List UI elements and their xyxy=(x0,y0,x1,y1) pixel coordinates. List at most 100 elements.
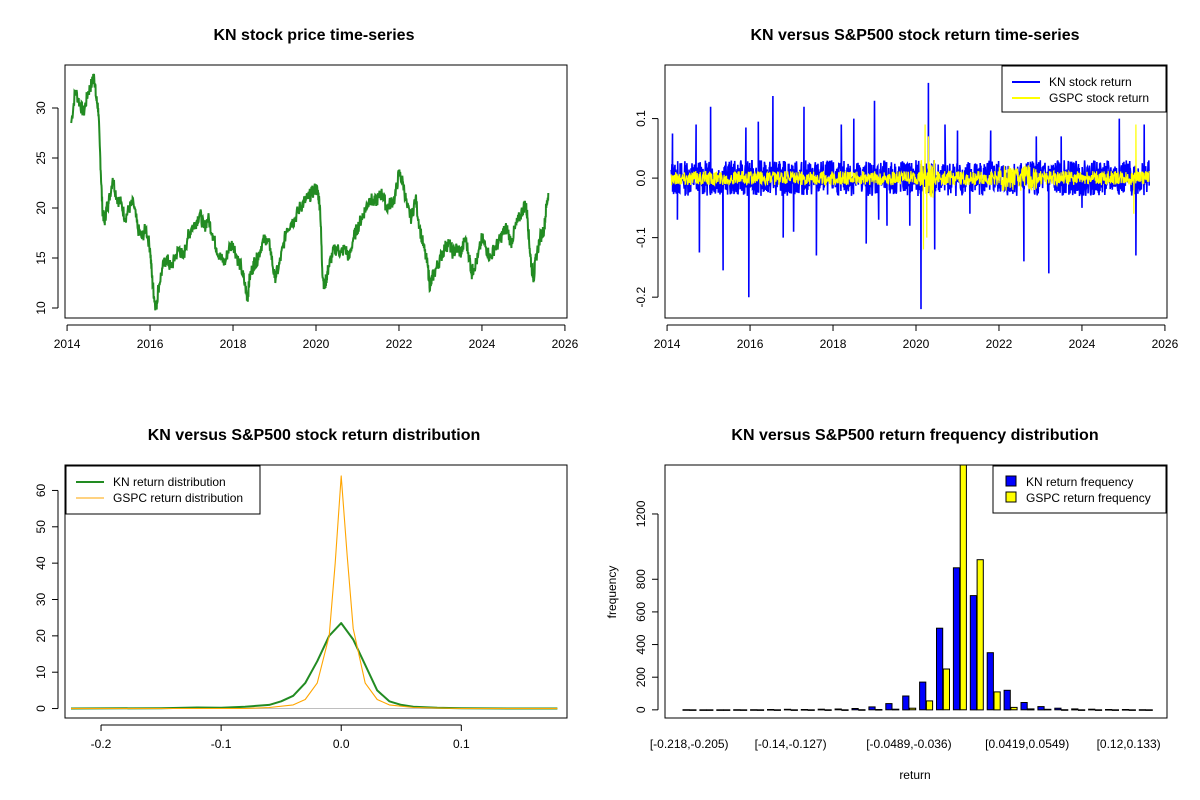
frequency-bar-gspc xyxy=(942,668,950,711)
frequency-bar-kn xyxy=(1037,706,1045,711)
frequency-bars xyxy=(682,464,1153,711)
returns-series-kn-line xyxy=(670,82,1150,310)
frequency-legend-swatch-kn xyxy=(1005,475,1017,487)
frequency-bar-kn xyxy=(1138,709,1147,711)
frequency-bar-gspc xyxy=(706,709,714,711)
returns-chart-title: KN versus S&P500 stock return time-serie… xyxy=(750,27,1079,44)
frequency-bar-kn xyxy=(902,695,910,711)
returns-y-tick-label: -0.1 xyxy=(634,227,648,248)
density-y-tick-label: 10 xyxy=(34,665,48,679)
density-plot-frame xyxy=(64,464,568,719)
frequency-bar-gspc xyxy=(1078,709,1086,711)
returns-y-tick-label: 0.1 xyxy=(634,110,648,127)
price-axes: 2014 2016 2018 2020 2022 2024 2026 10 15 20 25 30 xyxy=(34,101,579,351)
frequency-y-tick-label: 200 xyxy=(634,667,648,687)
frequency-legend-label-gspc: GSPC return frequency xyxy=(1026,491,1151,505)
density-x-tick-label: 0.1 xyxy=(453,737,470,751)
frequency-bar-gspc xyxy=(689,709,697,711)
price-series-line xyxy=(70,73,550,311)
returns-x-tick-label: 2018 xyxy=(820,337,847,351)
frequency-bar-kn xyxy=(750,709,758,711)
frequency-bar-kn xyxy=(800,709,808,711)
frequency-bar-kn xyxy=(969,595,977,711)
density-x-tick-label: -0.1 xyxy=(211,737,232,751)
frequency-bar-kn xyxy=(1121,709,1130,711)
returns-legend: KN stock return GSPC stock return xyxy=(1001,65,1167,113)
frequency-bar-gspc xyxy=(807,709,815,711)
frequency-y-tick-label: 1200 xyxy=(634,500,648,527)
frequency-bar-kn xyxy=(919,681,927,711)
density-legend-label-kn: KN return distribution xyxy=(113,475,226,489)
price-y-tick-label: 25 xyxy=(34,151,48,165)
returns-x-tick-label: 2020 xyxy=(903,337,930,351)
returns-x-tick-label: 2014 xyxy=(654,337,681,351)
price-y-tick-label: 15 xyxy=(34,251,48,265)
frequency-bar-kn xyxy=(1071,708,1079,711)
density-series-kn-line xyxy=(70,622,558,710)
density-legend-box xyxy=(65,465,261,515)
price-y-tick-label: 10 xyxy=(34,301,48,315)
price-x-tick-label: 2024 xyxy=(469,337,496,351)
returns-x-tick-label: 2024 xyxy=(1069,337,1096,351)
price-y-tick-label: 30 xyxy=(34,101,48,115)
frequency-x-tick-label: [-0.14,-0.127) xyxy=(755,737,827,751)
frequency-y-tick-label: 400 xyxy=(634,634,648,654)
frequency-x-tick-label: [-0.0489,-0.036) xyxy=(866,737,951,751)
price-chart-title: KN stock price time-series xyxy=(214,27,415,44)
frequency-bar-gspc xyxy=(976,559,984,711)
frequency-bar-kn xyxy=(699,709,707,711)
frequency-chart-title: KN versus S&P500 return frequency distri… xyxy=(731,427,1098,444)
frequency-bar-kn xyxy=(936,627,944,711)
frequency-legend-label-kn: KN return frequency xyxy=(1026,475,1133,489)
density-x-tick-label: 0.0 xyxy=(333,737,350,751)
frequency-chart-panel: KN versus S&P500 return frequency distri… xyxy=(605,427,1168,782)
frequency-axes: 0 200 400 600 800 1200 [-0.218,-0.205) [-0.14,-… xyxy=(634,500,1161,751)
frequency-x-tick-label: [0.0419,0.0549) xyxy=(985,737,1069,751)
frequency-bar-kn xyxy=(1088,708,1096,711)
returns-lines xyxy=(670,82,1150,310)
price-x-tick-label: 2014 xyxy=(54,337,81,351)
frequency-bar-kn xyxy=(783,708,792,711)
frequency-bar-gspc xyxy=(1111,709,1120,711)
price-x-tick-label: 2020 xyxy=(303,337,330,351)
returns-axes: 2014 2016 2018 2020 2022 2024 2026 -0.2 -0.1 0.0 0… xyxy=(634,110,1179,351)
frequency-bar-kn xyxy=(868,706,876,711)
price-chart-panel: KN stock price time-series 2014 2016 2018 2… xyxy=(34,27,579,351)
price-lines xyxy=(70,73,550,311)
frequency-bar-gspc xyxy=(824,709,832,711)
frequency-bar-gspc xyxy=(858,709,866,711)
frequency-legend: KN return frequency GSPC return frequenc… xyxy=(992,465,1167,514)
density-y-tick-label: 30 xyxy=(34,593,48,607)
frequency-bar-kn xyxy=(952,567,961,711)
price-x-tick-label: 2018 xyxy=(220,337,247,351)
frequency-bar-gspc xyxy=(773,709,781,711)
frequency-bar-gspc xyxy=(841,709,849,711)
frequency-bar-gspc xyxy=(723,709,731,711)
frequency-bar-gspc xyxy=(1128,709,1136,711)
returns-legend-label-gspc: GSPC stock return xyxy=(1049,91,1149,105)
frequency-y-tick-label: 600 xyxy=(634,602,648,622)
density-series-gspc-line xyxy=(71,475,558,710)
returns-legend-box xyxy=(1001,65,1167,113)
returns-x-tick-label: 2026 xyxy=(1152,337,1179,351)
density-legend: KN return distribution GSPC return distr… xyxy=(65,465,261,515)
frequency-y-axis-label: frequency xyxy=(605,566,619,619)
frequency-y-tick-label: 0 xyxy=(634,706,648,713)
frequency-legend-box xyxy=(992,465,1167,514)
frequency-bar-gspc xyxy=(1094,709,1103,711)
frequency-bar-gspc xyxy=(925,700,934,711)
density-y-tick-label: 0 xyxy=(34,705,48,712)
frequency-bar-gspc xyxy=(790,709,798,711)
frequency-bar-kn xyxy=(1105,709,1113,711)
frequency-bar-gspc xyxy=(1027,708,1035,711)
frequency-bar-gspc xyxy=(892,708,900,711)
frequency-bar-kn xyxy=(716,709,724,711)
frequency-bar-kn xyxy=(767,709,775,711)
frequency-bar-kn xyxy=(1020,702,1028,711)
frequency-bar-kn xyxy=(834,708,842,711)
frequency-bar-gspc xyxy=(756,709,765,711)
price-x-tick-label: 2016 xyxy=(137,337,164,351)
density-axes: -0.2 -0.1 0.0 0.1 0 10 20 30 40 50 60 xyxy=(34,483,470,751)
price-x-tick-label: 2022 xyxy=(386,337,413,351)
